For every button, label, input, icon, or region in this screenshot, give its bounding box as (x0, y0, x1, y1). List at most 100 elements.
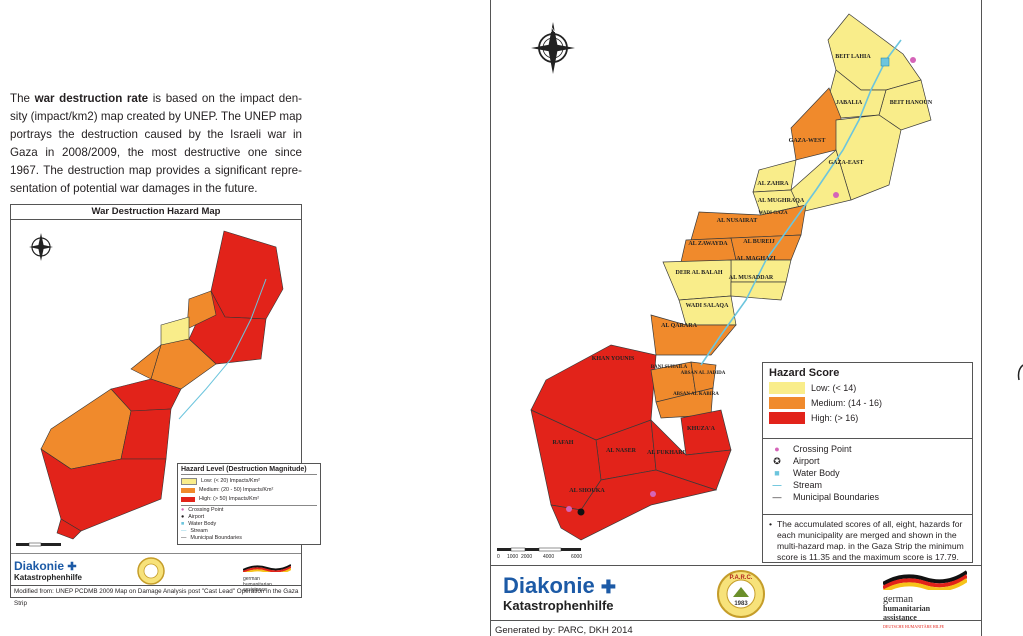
stream-icon: — (772, 480, 782, 490)
low-swatch (769, 382, 805, 394)
north-arrow-icon: N (531, 22, 575, 74)
legend-medium-label: Medium: (14 - 16) (811, 398, 883, 408)
german-1: german (883, 594, 913, 605)
scale-label-6000: 6000 (571, 554, 582, 560)
crossing-point-icon: ● (181, 507, 185, 513)
legend-low-label: Low: (< 14) (811, 383, 857, 393)
scale-label-1000: 1000 (507, 554, 518, 560)
label-al-bureij: AL BUREIJ (743, 239, 775, 245)
small-sym-boundary: — Municipal Boundaries (181, 535, 317, 542)
label-al-zawayda: AL ZAWAYDA (688, 241, 728, 247)
crossing-point-icon: ● (774, 444, 780, 454)
label-deir-al-balah: DEIR AL BALAH (675, 270, 722, 276)
water-body-icon: ■ (774, 468, 780, 478)
legend-stream-label: Stream (793, 480, 823, 490)
intro-bold-term: war destruction rate (34, 92, 149, 105)
legend-title: Hazard Score (769, 367, 840, 379)
parc-seal-icon (717, 570, 765, 618)
label-al-mughraqa: AL MUGHRAQA (758, 198, 805, 204)
small-parc-seal-icon (137, 557, 165, 585)
small-map-legend: Hazard Level (Destruction Magnitude) Low… (177, 463, 321, 545)
small-map-credit: Modified from: UNEP PCDMB 2009 Map on Da… (11, 585, 301, 607)
small-german-2: humanitarian (243, 581, 272, 588)
high-swatch (181, 497, 195, 502)
legend-stream: — Stream (769, 479, 966, 491)
legend-crossing: ● Crossing Point (769, 443, 966, 455)
legend-boundary: — Municipal Boundaries (769, 491, 966, 503)
airport-icon: ● (181, 514, 185, 520)
small-sym-boundary-label: Municipal Boundaries (190, 535, 242, 541)
region-musaddar (730, 281, 787, 301)
diakonie-logo: Diakonie ✚ Katastrophenhilfe (503, 573, 616, 614)
small-german-1: german (243, 576, 260, 582)
small-diakonie-name: Diakonie (14, 559, 65, 573)
small-region-south (56, 518, 82, 540)
small-sym-stream: — Stream (181, 528, 317, 535)
stream-icon: — (181, 528, 187, 534)
small-diakonie-sub: Katastrophenhilfe (14, 573, 83, 582)
label-gaza-east: GAZA-EAST (828, 160, 863, 166)
label-beit-lahia: BEIT LAHIA (835, 54, 871, 60)
label-absan-jadida: ABSAN AL JADIDA (681, 371, 726, 376)
small-region-north (210, 230, 284, 320)
label-rafah: RAFAH (553, 440, 574, 446)
small-diakonie-logo: Diakonie ✚ Katastrophenhilfe (14, 560, 82, 583)
small-sym-water: ■ Water Body (181, 521, 317, 528)
big-stream-line (700, 39, 902, 366)
label-jabalia: JABALIA (836, 100, 863, 106)
label-beit-hanoun: BEIT HANOUN (890, 100, 933, 106)
scale-label-0: 0 (497, 554, 500, 560)
small-logo-strip: Diakonie ✚ Katastrophenhilfe german huma… (11, 553, 301, 593)
label-bani-suhaila: BANI SUHAILA (651, 365, 688, 370)
legend-water: ■ Water Body (769, 467, 966, 479)
small-map-title: War Destruction Hazard Map (11, 205, 301, 220)
legend-high-label: High: (> 16) (811, 413, 859, 423)
small-legend-medium: Medium: (20 - 50) Impacts/Km² (181, 487, 317, 494)
small-sym-crossing-label: Crossing Point (188, 507, 224, 513)
legend-water-label: Water Body (793, 468, 840, 478)
legend-note: • The accumulated scores of all, eight, … (763, 515, 972, 567)
boundary-line-icon: — (181, 535, 187, 541)
label-al-fukhari: AL FUKHARI (647, 450, 686, 456)
bullet-icon: • (769, 519, 773, 529)
legend-low: Low: (< 14) (769, 382, 966, 394)
high-swatch (769, 412, 805, 424)
legend-crossing-label: Crossing Point (793, 444, 852, 454)
small-map-canvas (16, 230, 284, 547)
water-body-icon (880, 57, 890, 67)
small-sym-airport-label: Airport (188, 514, 205, 520)
region-gaza-west (790, 87, 842, 161)
seal-name: P.A.R.C. (729, 575, 753, 581)
small-sym-stream-label: Stream (190, 528, 208, 534)
intro-text: The (10, 92, 35, 105)
small-strip-regions (40, 230, 284, 540)
water-body-icon: ■ (181, 521, 185, 527)
region-shouka (550, 469, 718, 541)
label-wadi-salaqa: WADI SALAQA (686, 303, 730, 309)
multi-hazard-map: N (490, 0, 982, 636)
parc-seal: P.A.R.C. 1983 (716, 569, 766, 619)
crossing-point-icon (910, 57, 916, 63)
big-scale-bar: 0 1000 2000 4000 6000 (497, 547, 582, 560)
label-al-naser: AL NASER (606, 448, 637, 454)
crossing-point-icon (650, 491, 656, 497)
big-map-credit: Generated by: PARC, DKH 2014 (495, 625, 633, 636)
diakonie-name: Diakonie (503, 573, 595, 598)
legend-note-text: The accumulated scores of all, eight, ha… (777, 519, 964, 562)
label-wadi-gaza: WADI GAZA (758, 211, 788, 216)
airport-icon (577, 508, 585, 516)
german-flag-wave-icon (242, 564, 292, 575)
small-hazard-map: War Destruction Hazard Map (10, 204, 321, 607)
legend-airport: ✪ Airport (769, 455, 966, 467)
small-german-assistance-logo: german humanitarian assistance (242, 559, 292, 594)
hazard-score-legend: Hazard Score Low: (< 14) Medium: (14 - 1… (762, 362, 973, 563)
label-al-musaddar: AL MUSADDAR (729, 275, 774, 281)
diakonie-sub: Katastrophenhilfe (503, 598, 614, 613)
small-legend-low: Low: (< 20) Impacts/Km² (181, 478, 317, 485)
german-2: humanitarian (883, 604, 931, 613)
airport-icon: ✪ (773, 456, 781, 466)
label-al-qarara: AL QARARA (661, 323, 698, 329)
german-4: DEUTSCHE HUMANITÄRE HILFE (883, 624, 945, 629)
medium-swatch (769, 397, 805, 409)
page-edge-mark (1017, 364, 1023, 381)
